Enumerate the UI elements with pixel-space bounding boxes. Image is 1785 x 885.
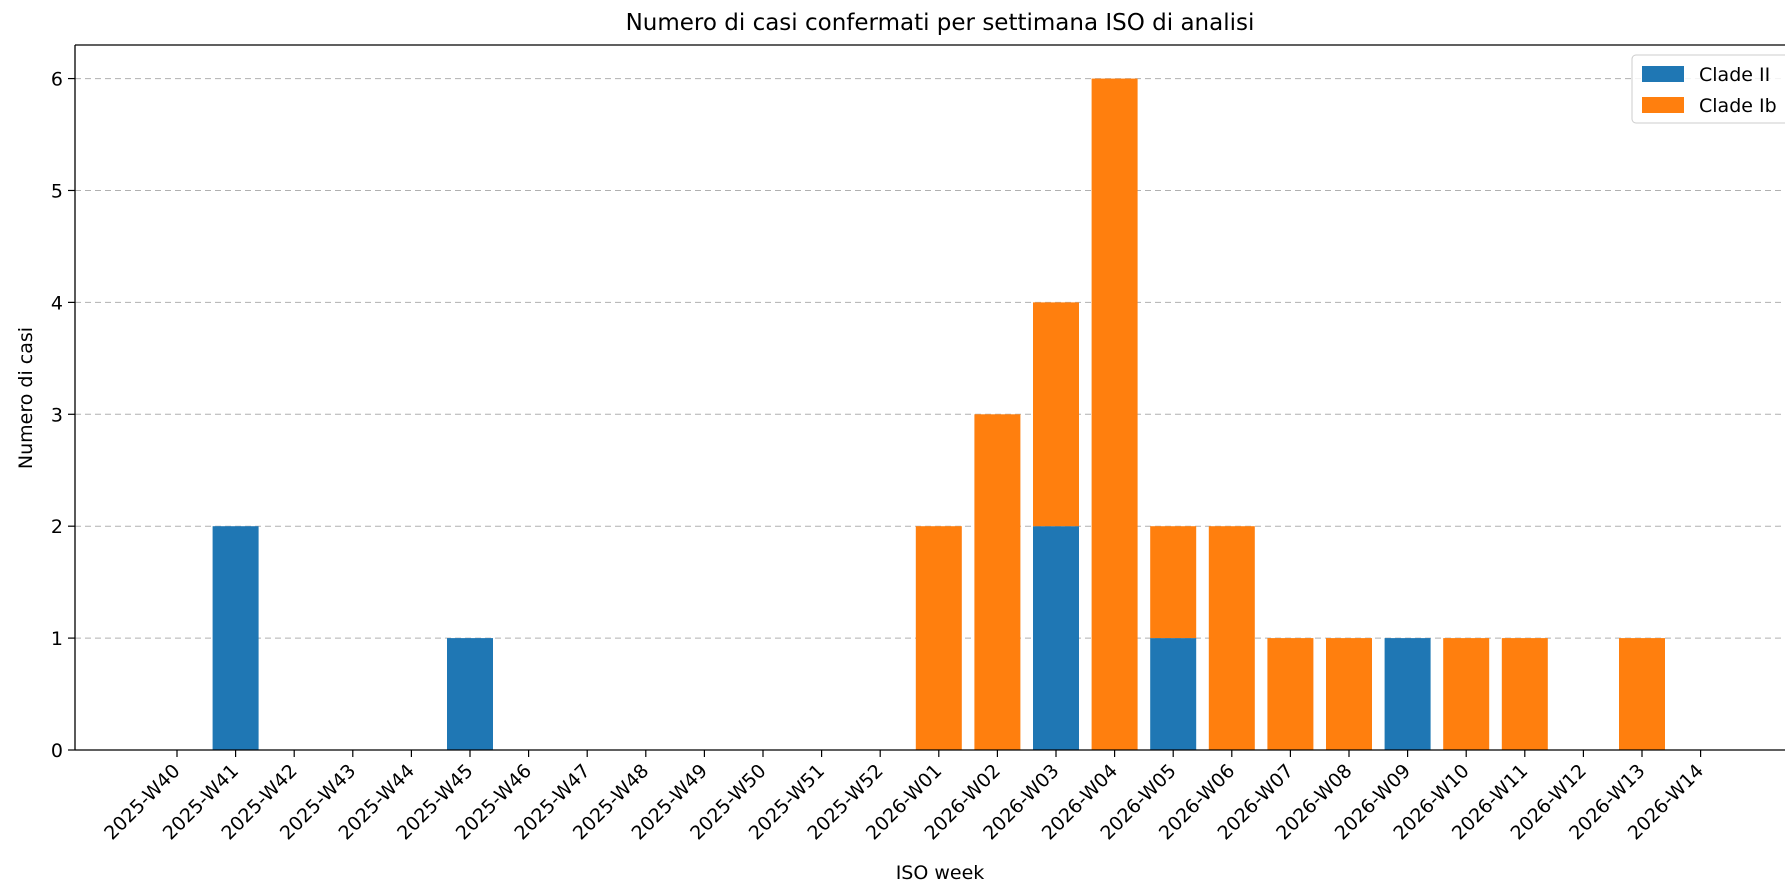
y-tick-label: 5 (51, 180, 63, 202)
bar-clade-ii-2026-w09 (1384, 638, 1431, 750)
x-axis-label: ISO week (896, 862, 985, 884)
bar-clade-ib-2026-w04 (1091, 78, 1138, 751)
y-tick-label: 4 (51, 292, 63, 314)
bar-clade-ib-2026-w11 (1501, 638, 1548, 750)
y-tick-label: 6 (51, 69, 63, 91)
legend-swatch (1642, 97, 1684, 113)
bar-clade-ib-2026-w13 (1619, 638, 1665, 750)
y-ticks: 0 1 2 3 4 5 6 (51, 69, 75, 762)
bar-clade-ib-2026-w05 (1150, 526, 1197, 639)
y-tick-label: 3 (51, 404, 63, 426)
bar-clade-ib-2026-w08 (1326, 638, 1372, 750)
y-axis-label: Numero di casi (15, 327, 37, 469)
bar-clade-ib-2026-w10 (1443, 638, 1490, 750)
y-tick-label: 2 (51, 516, 63, 538)
legend-swatch (1642, 66, 1684, 82)
bar-clade-ii-2026-w03 (1033, 526, 1079, 750)
bar-clade-ib-2026-w03 (1033, 302, 1079, 527)
legend-label: Clade II (1699, 64, 1770, 86)
bar-clade-ib-2026-w06 (1208, 526, 1255, 750)
y-tick-label: 1 (51, 628, 63, 650)
bar-clade-ib-2026-w07 (1267, 638, 1314, 750)
grid-lines (75, 78, 1785, 639)
bar-clade-ib-2026-w02 (974, 414, 1021, 750)
bar-clade-ii-2025-w41 (212, 526, 259, 750)
x-ticks: 2025-W402025-W412025-W422025-W432025-W44… (100, 750, 1708, 844)
axes (74, 44, 1785, 751)
bars (212, 78, 1665, 751)
bar-clade-ii-2025-w45 (447, 638, 493, 750)
chart-title: Numero di casi confermati per settimana … (626, 10, 1255, 36)
y-tick-label: 0 (51, 740, 63, 762)
legend: Clade II Clade Ib (1631, 54, 1785, 124)
legend-label: Clade Ib (1699, 95, 1777, 117)
bar-clade-ii-2026-w05 (1150, 638, 1197, 750)
bar-clade-ib-2026-w01 (915, 526, 962, 750)
